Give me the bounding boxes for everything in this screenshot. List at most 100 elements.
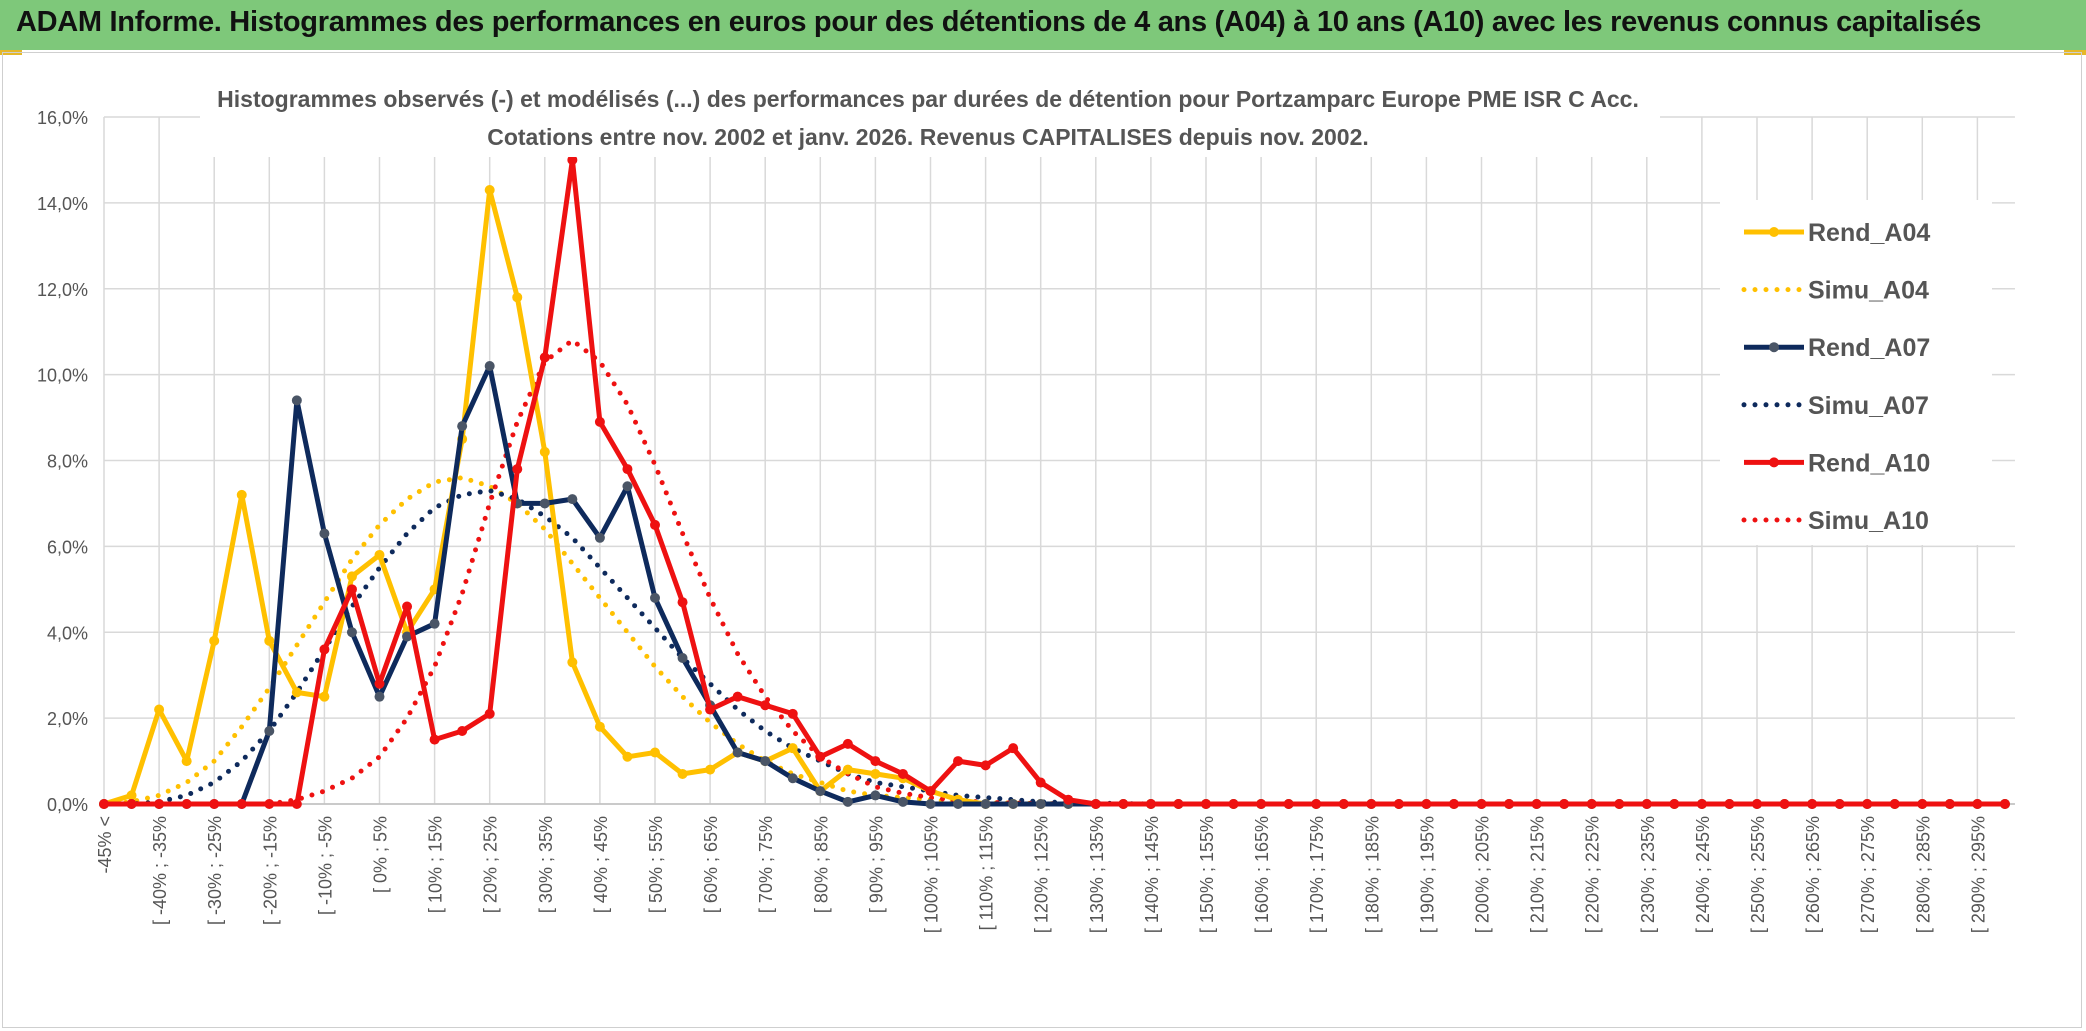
x-tick-label: [ 220% ; 225%: [1583, 816, 1603, 933]
data-point-rend-a04: [126, 790, 137, 801]
data-point-rend-a10: [1008, 743, 1019, 754]
y-tick-label: 12,0%: [37, 280, 88, 300]
legend-background: [1720, 200, 1992, 545]
data-point-rend-a07: [677, 653, 688, 664]
y-tick-label: 6,0%: [47, 537, 88, 557]
title-background: [200, 77, 1660, 157]
data-point-rend-a10: [512, 464, 523, 475]
series-line-rend-a10: [104, 157, 2005, 807]
data-point-rend-a10: [484, 708, 495, 719]
data-point-rend-a07: [539, 498, 550, 509]
data-point-rend-a10: [1035, 777, 1046, 788]
data-point-rend-a10: [1393, 799, 1404, 809]
data-point-rend-a04: [787, 743, 798, 754]
data-point-rend-a04: [484, 184, 495, 195]
chart-frame: [2, 52, 2082, 1028]
data-point-rend-a10: [567, 154, 578, 165]
data-point-rend-a04: [264, 635, 275, 646]
data-point-rend-a10: [1145, 799, 1156, 809]
series-lines: [99, 154, 2010, 809]
data-point-rend-a10: [980, 760, 991, 771]
data-point-rend-a07: [429, 618, 440, 629]
x-tick-label: [ 250% ; 255%: [1748, 816, 1768, 933]
data-point-rend-a04: [567, 657, 578, 668]
x-tick-label: [ 80% ; 85%: [811, 816, 831, 913]
data-point-rend-a07: [622, 481, 633, 492]
x-tick-label: [ 10% ; 15%: [426, 816, 446, 913]
data-point-rend-a10: [953, 756, 964, 767]
data-point-rend-a04: [677, 768, 688, 779]
x-tick-label: [ 190% ; 195%: [1417, 816, 1437, 933]
data-point-rend-a07: [787, 773, 798, 784]
chart-subtitle: Cotations entre nov. 2002 et janv. 2026.…: [487, 124, 1369, 150]
header-bar: ADAM Informe. Histogrammes des performan…: [0, 0, 2086, 50]
data-point-rend-a10: [1504, 799, 1515, 809]
data-point-rend-a07: [732, 747, 743, 758]
data-point-rend-a10: [1283, 799, 1294, 809]
x-tick-label: [ 150% ; 155%: [1197, 816, 1217, 933]
data-point-rend-a07: [760, 756, 771, 767]
data-point-rend-a10: [99, 799, 109, 809]
data-point-rend-a10: [1724, 799, 1735, 809]
series-line-simu-a10: [101, 337, 2008, 807]
data-point-rend-a10: [126, 799, 137, 809]
data-point-rend-a10: [1118, 799, 1129, 809]
data-point-rend-a10: [925, 786, 936, 797]
data-point-rend-a07: [402, 631, 413, 642]
data-point-rend-a07: [264, 726, 275, 737]
data-point-rend-a10: [209, 799, 220, 809]
y-tick-label: 2,0%: [47, 709, 88, 729]
legend-label-simu-a07: Simu_A07: [1808, 392, 1929, 420]
data-point-rend-a07: [842, 796, 853, 807]
data-point-rend-a07: [650, 592, 660, 603]
x-tick-label: [ 180% ; 185%: [1362, 816, 1382, 933]
data-point-rend-a10: [1999, 799, 2010, 809]
data-point-rend-a10: [1696, 799, 1707, 809]
data-point-rend-a10: [1834, 799, 1845, 809]
x-tick-label: [ 200% ; 205%: [1473, 816, 1493, 933]
data-point-rend-a10: [1256, 799, 1267, 809]
data-point-rend-a10: [1448, 799, 1459, 809]
data-point-rend-a07: [484, 361, 495, 372]
data-point-rend-a07: [897, 796, 908, 807]
data-point-rend-a04: [374, 549, 385, 560]
data-point-rend-a07: [1035, 799, 1046, 809]
series-line-simu-a07: [101, 488, 2008, 807]
data-point-rend-a10: [705, 704, 716, 715]
data-point-rend-a07: [594, 532, 605, 543]
data-point-rend-a10: [870, 756, 881, 767]
data-point-rend-a10: [594, 416, 605, 427]
data-point-rend-a10: [181, 799, 192, 809]
legend-label-rend-a10: Rend_A10: [1808, 449, 1930, 477]
data-point-rend-a04: [319, 691, 330, 702]
y-tick-label: 16,0%: [37, 108, 88, 128]
data-point-rend-a10: [1476, 799, 1487, 809]
data-point-rend-a07: [953, 799, 964, 809]
data-point-rend-a04: [650, 747, 660, 758]
data-point-rend-a07: [291, 395, 302, 406]
x-tick-label: [ -30% ; -25%: [205, 816, 225, 925]
data-point-rend-a10: [1614, 799, 1625, 809]
data-point-rend-a10: [457, 726, 468, 737]
data-point-rend-a10: [1944, 799, 1955, 809]
data-point-rend-a10: [291, 799, 302, 809]
x-tick-label: [ 50% ; 55%: [646, 816, 666, 913]
x-tick-label: [ 70% ; 75%: [756, 816, 776, 913]
data-point-rend-a10: [264, 799, 275, 809]
legend-marker-rend-a04: [1769, 227, 1779, 237]
y-tick-label: 8,0%: [47, 452, 88, 472]
legend-marker-rend-a10: [1769, 457, 1779, 468]
legend: Rend_A04 Simu_A04 Rend_A07 Simu_A07 Rend_A10…: [1720, 200, 1992, 545]
data-point-rend-a04: [622, 751, 633, 762]
data-point-rend-a04: [346, 571, 357, 582]
data-point-rend-a04: [705, 764, 716, 775]
x-tick-label: [ 110% ; 115%: [977, 816, 997, 930]
legend-label-rend-a04: Rend_A04: [1808, 219, 1930, 247]
data-point-rend-a04: [594, 721, 605, 732]
data-point-rend-a04: [539, 446, 550, 457]
data-point-rend-a10: [1917, 799, 1928, 809]
x-tick-label: [ 280% ; 285%: [1913, 816, 1933, 933]
data-point-rend-a04: [512, 292, 523, 303]
data-point-rend-a10: [1173, 799, 1184, 809]
